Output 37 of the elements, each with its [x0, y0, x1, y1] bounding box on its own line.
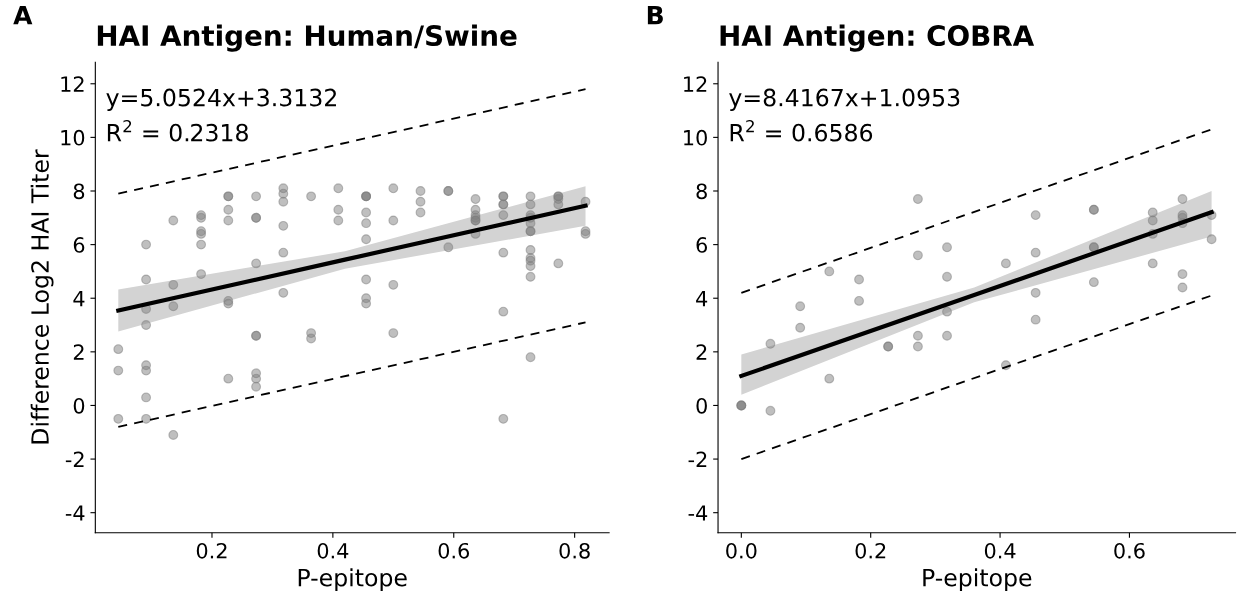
y-tick-label: 10: [684, 129, 707, 146]
annotation: R$^{2}$ = 0.6586: [730, 119, 873, 142]
x-tick-label: 0.2: [855, 542, 886, 559]
y-tick-label: 2: [696, 344, 707, 360]
y-tick-label: -2: [688, 451, 707, 467]
x-tick-label: 0.4: [317, 542, 349, 559]
y-tick-label: 0: [696, 397, 707, 414]
x-axis-title: P-epitope: [923, 568, 1032, 592]
y-tick-label: 12: [684, 76, 707, 92]
x-tick-label: 0.4: [984, 542, 1016, 559]
chart-title: HAI Antigen: COBRA: [720, 24, 1035, 52]
y-tick-label: 10: [61, 129, 85, 146]
y-tick-label: 6: [73, 237, 85, 253]
x-tick-label: 0.6: [1114, 542, 1145, 559]
annotation: y=8.4167x+1.0953: [729, 88, 960, 112]
y-tick-label: 2: [73, 344, 84, 360]
y-tick-label: -4: [65, 505, 85, 521]
x-tick-label: 0.8: [559, 542, 590, 559]
y-tick-label: 4: [73, 290, 85, 307]
y-tick-label: 8: [696, 183, 707, 200]
y-tick-label: 8: [73, 183, 85, 200]
y-tick-label: 0: [73, 397, 85, 414]
x-tick-label: 0.2: [196, 542, 227, 559]
y-tick-label: -4: [688, 505, 708, 521]
y-tick-label: 6: [696, 237, 708, 253]
x-tick-label: 0.6: [438, 542, 470, 559]
annotation: R$^{2}$ = 0.2318: [107, 119, 248, 142]
annotation: y=5.0524x+3.3132: [106, 88, 336, 112]
x-axis-title: P-epitope: [298, 568, 407, 592]
y-tick-label: 12: [61, 76, 84, 92]
text: A: [13, 5, 33, 25]
x-tick-label: 0.0: [726, 542, 757, 559]
y-axis-title: Difference Log2 HAI Titer: [30, 149, 54, 444]
y-tick-label: 4: [696, 290, 708, 307]
y-tick-label: -2: [65, 451, 84, 467]
text: B: [647, 5, 663, 25]
chart-title: HAI Antigen: Human/Swine: [97, 24, 517, 52]
